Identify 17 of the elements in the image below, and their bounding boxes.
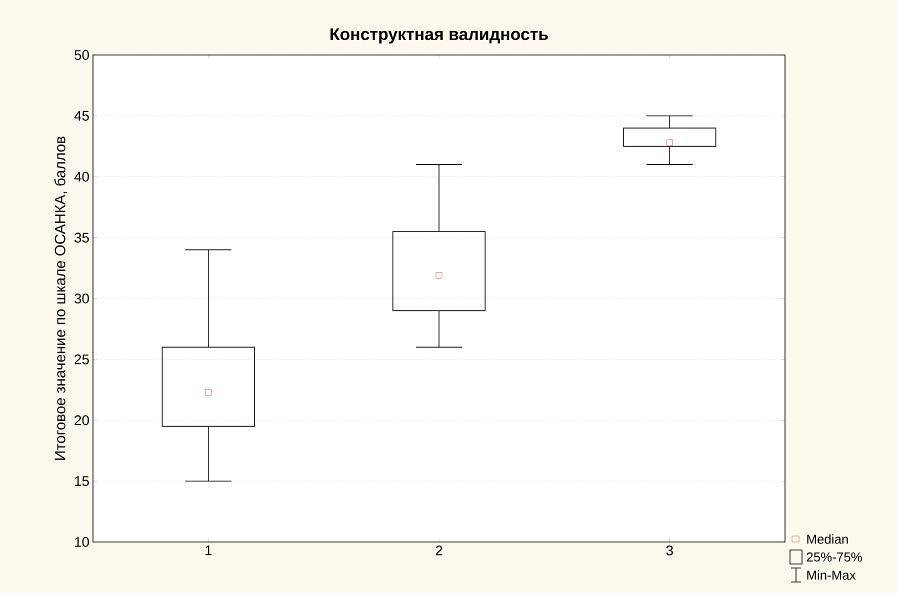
y-tick-label: 45 [74, 111, 89, 121]
y-tick-label: 10 [75, 537, 89, 547]
y-tick-label: 35 [74, 232, 89, 243]
y-tick-label: 25 [74, 354, 89, 364]
y-tick-label: 50 [74, 50, 89, 60]
y-tick-label: 15 [75, 476, 89, 486]
chart-title: Конструктная валидность [330, 28, 548, 44]
text: 25%-75% [806, 552, 862, 562]
text: Median [807, 534, 848, 544]
x-tick-label: 2 [436, 546, 442, 556]
y-tick-label: 40 [74, 172, 89, 182]
text: Min-Max [807, 570, 856, 580]
x-tick-label: 3 [666, 546, 673, 556]
y-axis-title: Итоговое значение по шкале ОСАНКА, баллов [54, 136, 68, 460]
y-tick-label: 20 [74, 415, 89, 426]
x-tick-label: 1 [206, 546, 212, 556]
y-tick-label: 30 [74, 294, 89, 304]
